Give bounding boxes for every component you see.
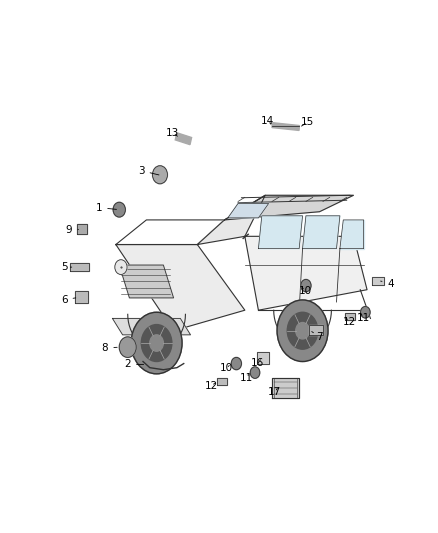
Text: 6: 6 bbox=[61, 295, 76, 304]
Polygon shape bbox=[340, 220, 364, 248]
Polygon shape bbox=[119, 265, 173, 298]
Circle shape bbox=[250, 367, 260, 378]
Text: 1: 1 bbox=[95, 203, 117, 213]
Bar bbox=[217, 377, 227, 385]
Circle shape bbox=[152, 166, 167, 184]
Text: 12: 12 bbox=[343, 317, 356, 327]
Circle shape bbox=[287, 312, 318, 349]
Bar bbox=[345, 313, 355, 320]
Circle shape bbox=[301, 279, 311, 292]
Bar bbox=[272, 123, 300, 131]
Polygon shape bbox=[228, 204, 268, 218]
Text: 5: 5 bbox=[61, 262, 72, 272]
Text: 10: 10 bbox=[219, 364, 233, 374]
Text: 9: 9 bbox=[66, 225, 78, 235]
Polygon shape bbox=[245, 236, 367, 310]
Text: 11: 11 bbox=[357, 312, 370, 322]
Text: 3: 3 bbox=[138, 166, 159, 176]
Bar bbox=[257, 352, 268, 364]
Circle shape bbox=[115, 260, 127, 274]
Bar bbox=[75, 290, 88, 303]
Circle shape bbox=[296, 322, 309, 339]
Text: 17: 17 bbox=[268, 387, 281, 397]
Bar bbox=[175, 133, 191, 144]
Polygon shape bbox=[113, 318, 191, 335]
Text: 2: 2 bbox=[124, 359, 144, 369]
Circle shape bbox=[231, 358, 241, 370]
Polygon shape bbox=[224, 195, 353, 220]
Text: 10: 10 bbox=[299, 286, 312, 295]
Bar bbox=[372, 277, 384, 285]
Text: 11: 11 bbox=[240, 373, 253, 383]
Bar bbox=[70, 263, 88, 271]
Text: 16: 16 bbox=[251, 358, 265, 368]
Text: 13: 13 bbox=[166, 128, 180, 138]
Bar bbox=[272, 378, 299, 399]
Polygon shape bbox=[116, 245, 245, 330]
Circle shape bbox=[150, 335, 163, 351]
Polygon shape bbox=[197, 195, 265, 245]
Circle shape bbox=[119, 337, 136, 358]
Bar bbox=[309, 325, 323, 335]
Circle shape bbox=[360, 306, 370, 318]
Polygon shape bbox=[303, 216, 340, 248]
Circle shape bbox=[131, 312, 182, 374]
Bar bbox=[77, 224, 87, 235]
Text: 12: 12 bbox=[205, 381, 218, 391]
Text: 14: 14 bbox=[261, 116, 275, 126]
Text: 8: 8 bbox=[102, 343, 117, 353]
Text: 7: 7 bbox=[312, 332, 323, 342]
Text: 15: 15 bbox=[301, 117, 314, 127]
Polygon shape bbox=[258, 216, 303, 248]
Text: 4: 4 bbox=[381, 279, 394, 288]
Circle shape bbox=[113, 202, 125, 217]
Circle shape bbox=[277, 300, 328, 361]
Circle shape bbox=[141, 325, 172, 361]
